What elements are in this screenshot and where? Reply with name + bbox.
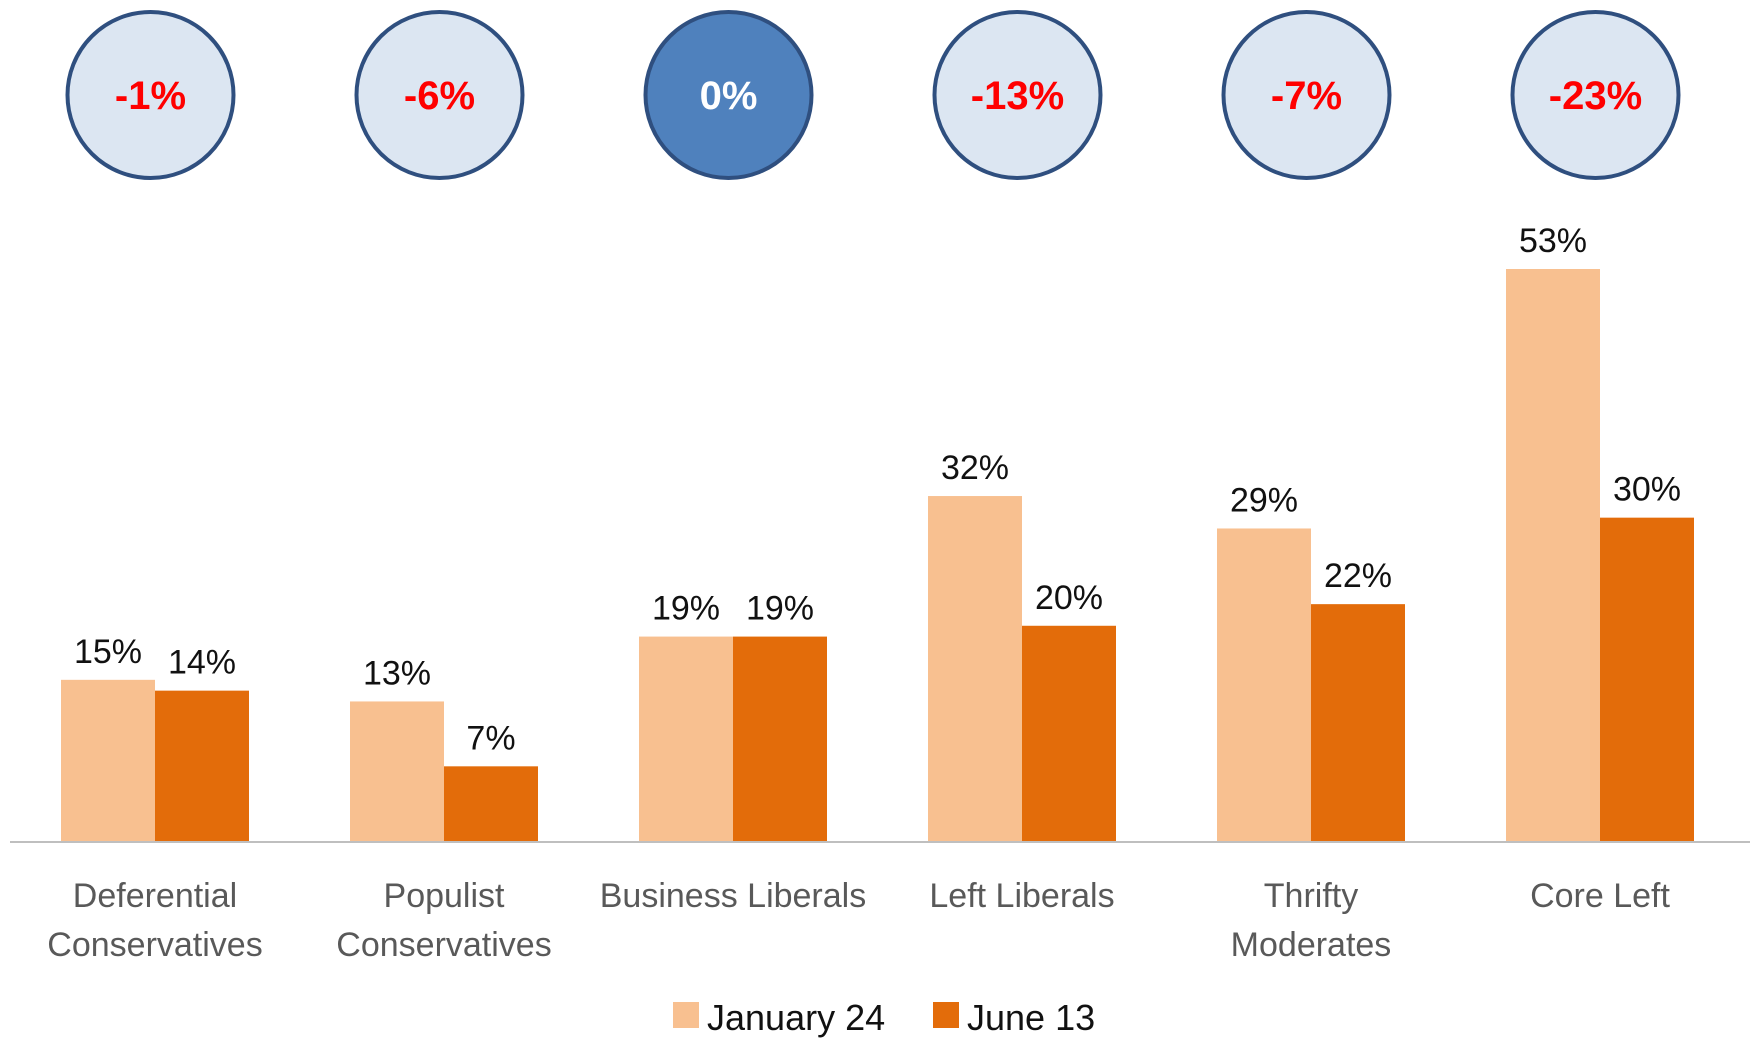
change-label: 0% [700,74,758,118]
data-label: 53% [1519,222,1587,260]
bar-june-13 [1311,604,1405,842]
bar-june-13 [444,766,538,842]
legend-swatch [933,1002,959,1028]
change-label: -23% [1549,74,1642,118]
bar-january-24 [639,636,733,842]
bar-january-24 [1217,528,1311,842]
data-label: 13% [363,654,431,692]
category-label: Left Liberals [929,877,1114,915]
bar-january-24 [350,701,444,842]
bar-january-24 [61,679,155,842]
change-bubbles: -1% -6% 0% -13% -7% -23% [65,10,1681,180]
bar-january-24 [1506,269,1600,842]
change-label: -13% [971,74,1064,118]
data-label: 30% [1613,471,1681,509]
data-label: 29% [1230,481,1298,519]
change-bubble [65,10,236,180]
legend: January 24 June 13 [673,997,1095,1038]
category-label: Populist Conservatives [336,877,551,964]
change-label: -1% [115,74,186,118]
data-label: 15% [74,633,142,671]
category-label: Deferential Conservatives [47,877,262,964]
bar-june-13 [1600,517,1694,842]
bar-june-13 [155,690,249,842]
legend-label: June 13 [967,997,1095,1038]
change-bubble [932,10,1103,180]
data-label: 7% [466,719,515,757]
data-label: 19% [746,590,814,628]
change-bubble [354,10,525,180]
category-label: Thrifty Moderates [1231,877,1392,964]
data-label: 14% [168,644,236,682]
legend-swatch [673,1002,699,1028]
change-bubble [1510,10,1681,180]
change-label: -7% [1271,74,1342,118]
change-label: -6% [404,74,475,118]
data-label: 19% [652,590,720,628]
bars: 15% 13% 19% 32% 29% 53% 14% 7% 19% 20% 22% 30% [61,222,1694,842]
data-label: 22% [1324,557,1392,595]
data-label: 32% [941,449,1009,487]
bar-january-24 [928,496,1022,842]
bar-june-13 [733,636,827,842]
legend-label: January 24 [707,997,885,1038]
data-label: 20% [1035,579,1103,617]
category-label: Business Liberals [600,877,866,915]
category-label: Core Left [1530,877,1670,915]
change-bubble [1221,10,1392,180]
category-labels: Deferential Conservatives Populist Conserva… [47,877,1670,964]
change-bubble [643,10,814,180]
bar-june-13 [1022,625,1116,842]
